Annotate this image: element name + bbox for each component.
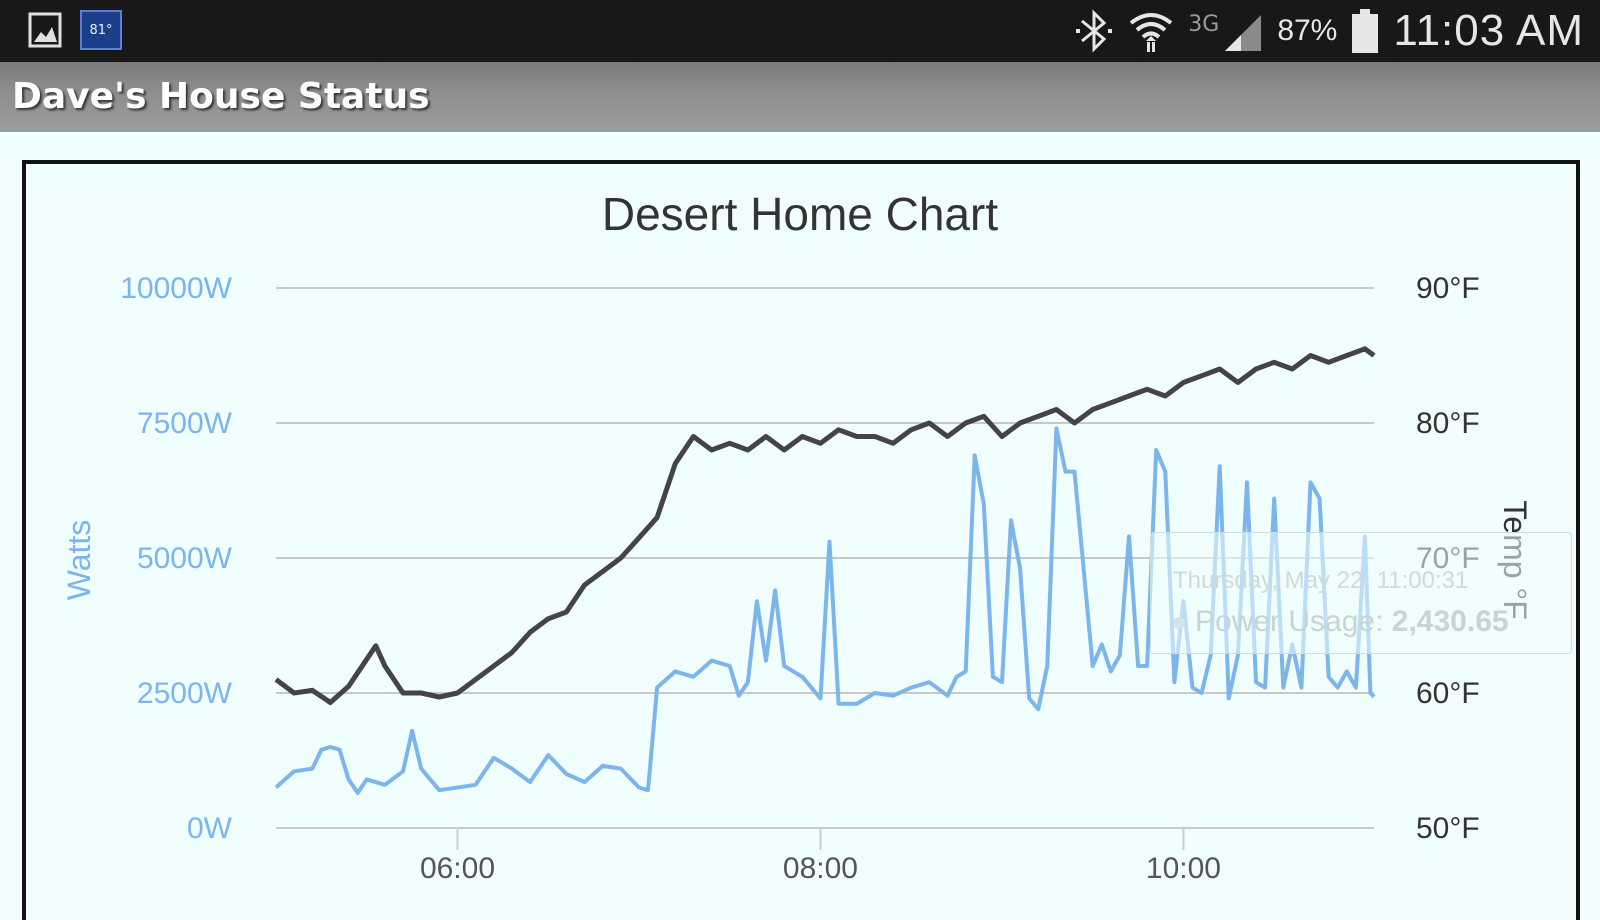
y-left-tick-label: 0W bbox=[187, 812, 233, 845]
chart-title: Desert Home Chart bbox=[602, 188, 998, 240]
tooltip-series-dot bbox=[1173, 617, 1185, 630]
app-title: Dave's House Status bbox=[12, 76, 430, 117]
tooltip-date: Thursday, May 22, 11:00:31 bbox=[1173, 567, 1469, 594]
y-right-tick-label: 80°F bbox=[1416, 407, 1480, 440]
x-tick-label: 06:00 bbox=[420, 852, 495, 885]
desert-home-chart[interactable]: Desert Home Chart0W50°F2500W60°F5000W70°… bbox=[0, 0, 1600, 900]
tooltip-series-label: Power Usage: bbox=[1195, 605, 1384, 638]
tooltip-series: Power Usage: 2,430.65 bbox=[1173, 605, 1509, 639]
signal-icon bbox=[1225, 15, 1262, 51]
y-left-axis-title: Watts bbox=[61, 520, 97, 601]
battery-icon bbox=[1352, 9, 1379, 53]
status-bar: 81° 3G 87% 11:03 AM bbox=[0, 0, 1600, 62]
network-type: 3G bbox=[1188, 11, 1220, 37]
app-bar: Dave's House Status bbox=[0, 62, 1600, 132]
clock: 11:03 AM bbox=[1393, 6, 1584, 55]
chart-tooltip: Thursday, May 22, 11:00:31 Power Usage: … bbox=[1150, 532, 1572, 654]
y-left-tick-label: 10000W bbox=[120, 272, 232, 305]
bluetooth-icon bbox=[1076, 9, 1113, 53]
x-tick-label: 08:00 bbox=[783, 852, 858, 885]
wifi-icon bbox=[1130, 13, 1173, 52]
series-line-temp bbox=[274, 346, 1376, 705]
x-tick-label: 10:00 bbox=[1146, 852, 1221, 885]
y-left-tick-label: 2500W bbox=[137, 677, 233, 710]
tooltip-value: 2,430.65 bbox=[1391, 605, 1509, 638]
battery-percent: 87% bbox=[1277, 14, 1338, 47]
y-left-tick-label: 5000W bbox=[137, 542, 233, 575]
y-right-tick-label: 90°F bbox=[1416, 272, 1480, 305]
y-right-tick-label: 60°F bbox=[1416, 677, 1480, 710]
gallery-icon[interactable] bbox=[28, 12, 62, 48]
y-left-tick-label: 7500W bbox=[137, 407, 233, 440]
temp-badge[interactable]: 81° bbox=[80, 10, 122, 50]
y-right-tick-label: 50°F bbox=[1416, 812, 1480, 845]
